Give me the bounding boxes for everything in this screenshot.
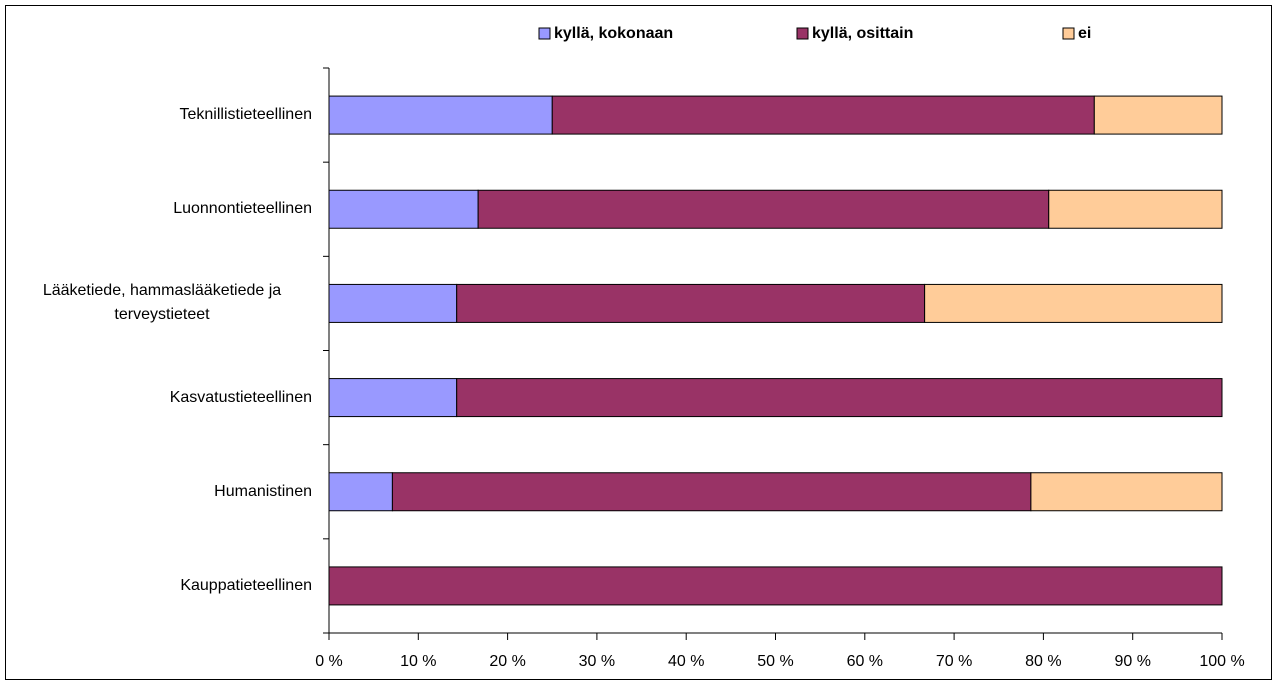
x-tick-label: 50 % bbox=[757, 653, 793, 670]
bar-segment bbox=[1048, 189, 1223, 229]
bar-segment bbox=[328, 378, 458, 418]
bar-segment bbox=[456, 378, 1223, 418]
y-tick-label-text: Luonnontieteellinen bbox=[173, 200, 312, 218]
x-tick-label: 60 % bbox=[847, 653, 883, 670]
y-tick-label: Humanistinen bbox=[214, 462, 312, 522]
bar-segment bbox=[456, 283, 926, 323]
y-tick-label-text: Kasvatustieteellinen bbox=[169, 388, 312, 406]
bar-segment bbox=[328, 283, 458, 323]
y-tick-label: Lääketiede, hammaslääketiede ja terveyst… bbox=[12, 273, 312, 333]
y-tick-label-text: Humanistinen bbox=[214, 482, 312, 500]
x-tick-label: 40 % bbox=[668, 653, 704, 670]
x-tick-label: 10 % bbox=[400, 653, 436, 670]
y-tick-label-text: Kauppatieteellinen bbox=[180, 576, 312, 594]
y-tick-label: Kauppatieteellinen bbox=[180, 556, 312, 616]
y-tick-label: Luonnontieteellinen bbox=[173, 179, 312, 239]
y-tick-label: Teknillistieteellinen bbox=[179, 85, 312, 145]
legend-swatch bbox=[538, 27, 551, 40]
y-tick-label: Kasvatustieteellinen bbox=[170, 368, 312, 428]
bar-segment bbox=[328, 566, 1223, 606]
bar-segment bbox=[477, 189, 1050, 229]
bar-segment bbox=[1093, 95, 1223, 135]
x-tick-label: 0 % bbox=[315, 653, 343, 670]
bar-segment bbox=[1030, 472, 1223, 512]
bar-segment bbox=[924, 283, 1223, 323]
y-tick-label-text: Lääketiede, hammaslääketiede ja terveyst… bbox=[42, 282, 282, 324]
y-tick-label-text: Teknillistieteellinen bbox=[179, 106, 312, 124]
bar-segment bbox=[391, 472, 1032, 512]
legend-swatch bbox=[1062, 27, 1075, 40]
x-tick-label: 80 % bbox=[1025, 653, 1061, 670]
legend-label: kyllä, osittain bbox=[812, 25, 913, 42]
bar-segment bbox=[328, 95, 553, 135]
x-tick-label: 30 % bbox=[579, 653, 615, 670]
x-tick-label: 70 % bbox=[936, 653, 972, 670]
x-tick-label: 90 % bbox=[1114, 653, 1150, 670]
bar-segment bbox=[551, 95, 1095, 135]
bar-segment bbox=[328, 189, 479, 229]
legend-label: ei bbox=[1078, 25, 1091, 42]
bar-segment bbox=[328, 472, 393, 512]
x-tick-label: 20 % bbox=[489, 653, 525, 670]
legend-label: kyllä, kokonaan bbox=[554, 25, 673, 42]
legend-swatch bbox=[796, 27, 809, 40]
x-tick-label: 100 % bbox=[1199, 653, 1244, 670]
